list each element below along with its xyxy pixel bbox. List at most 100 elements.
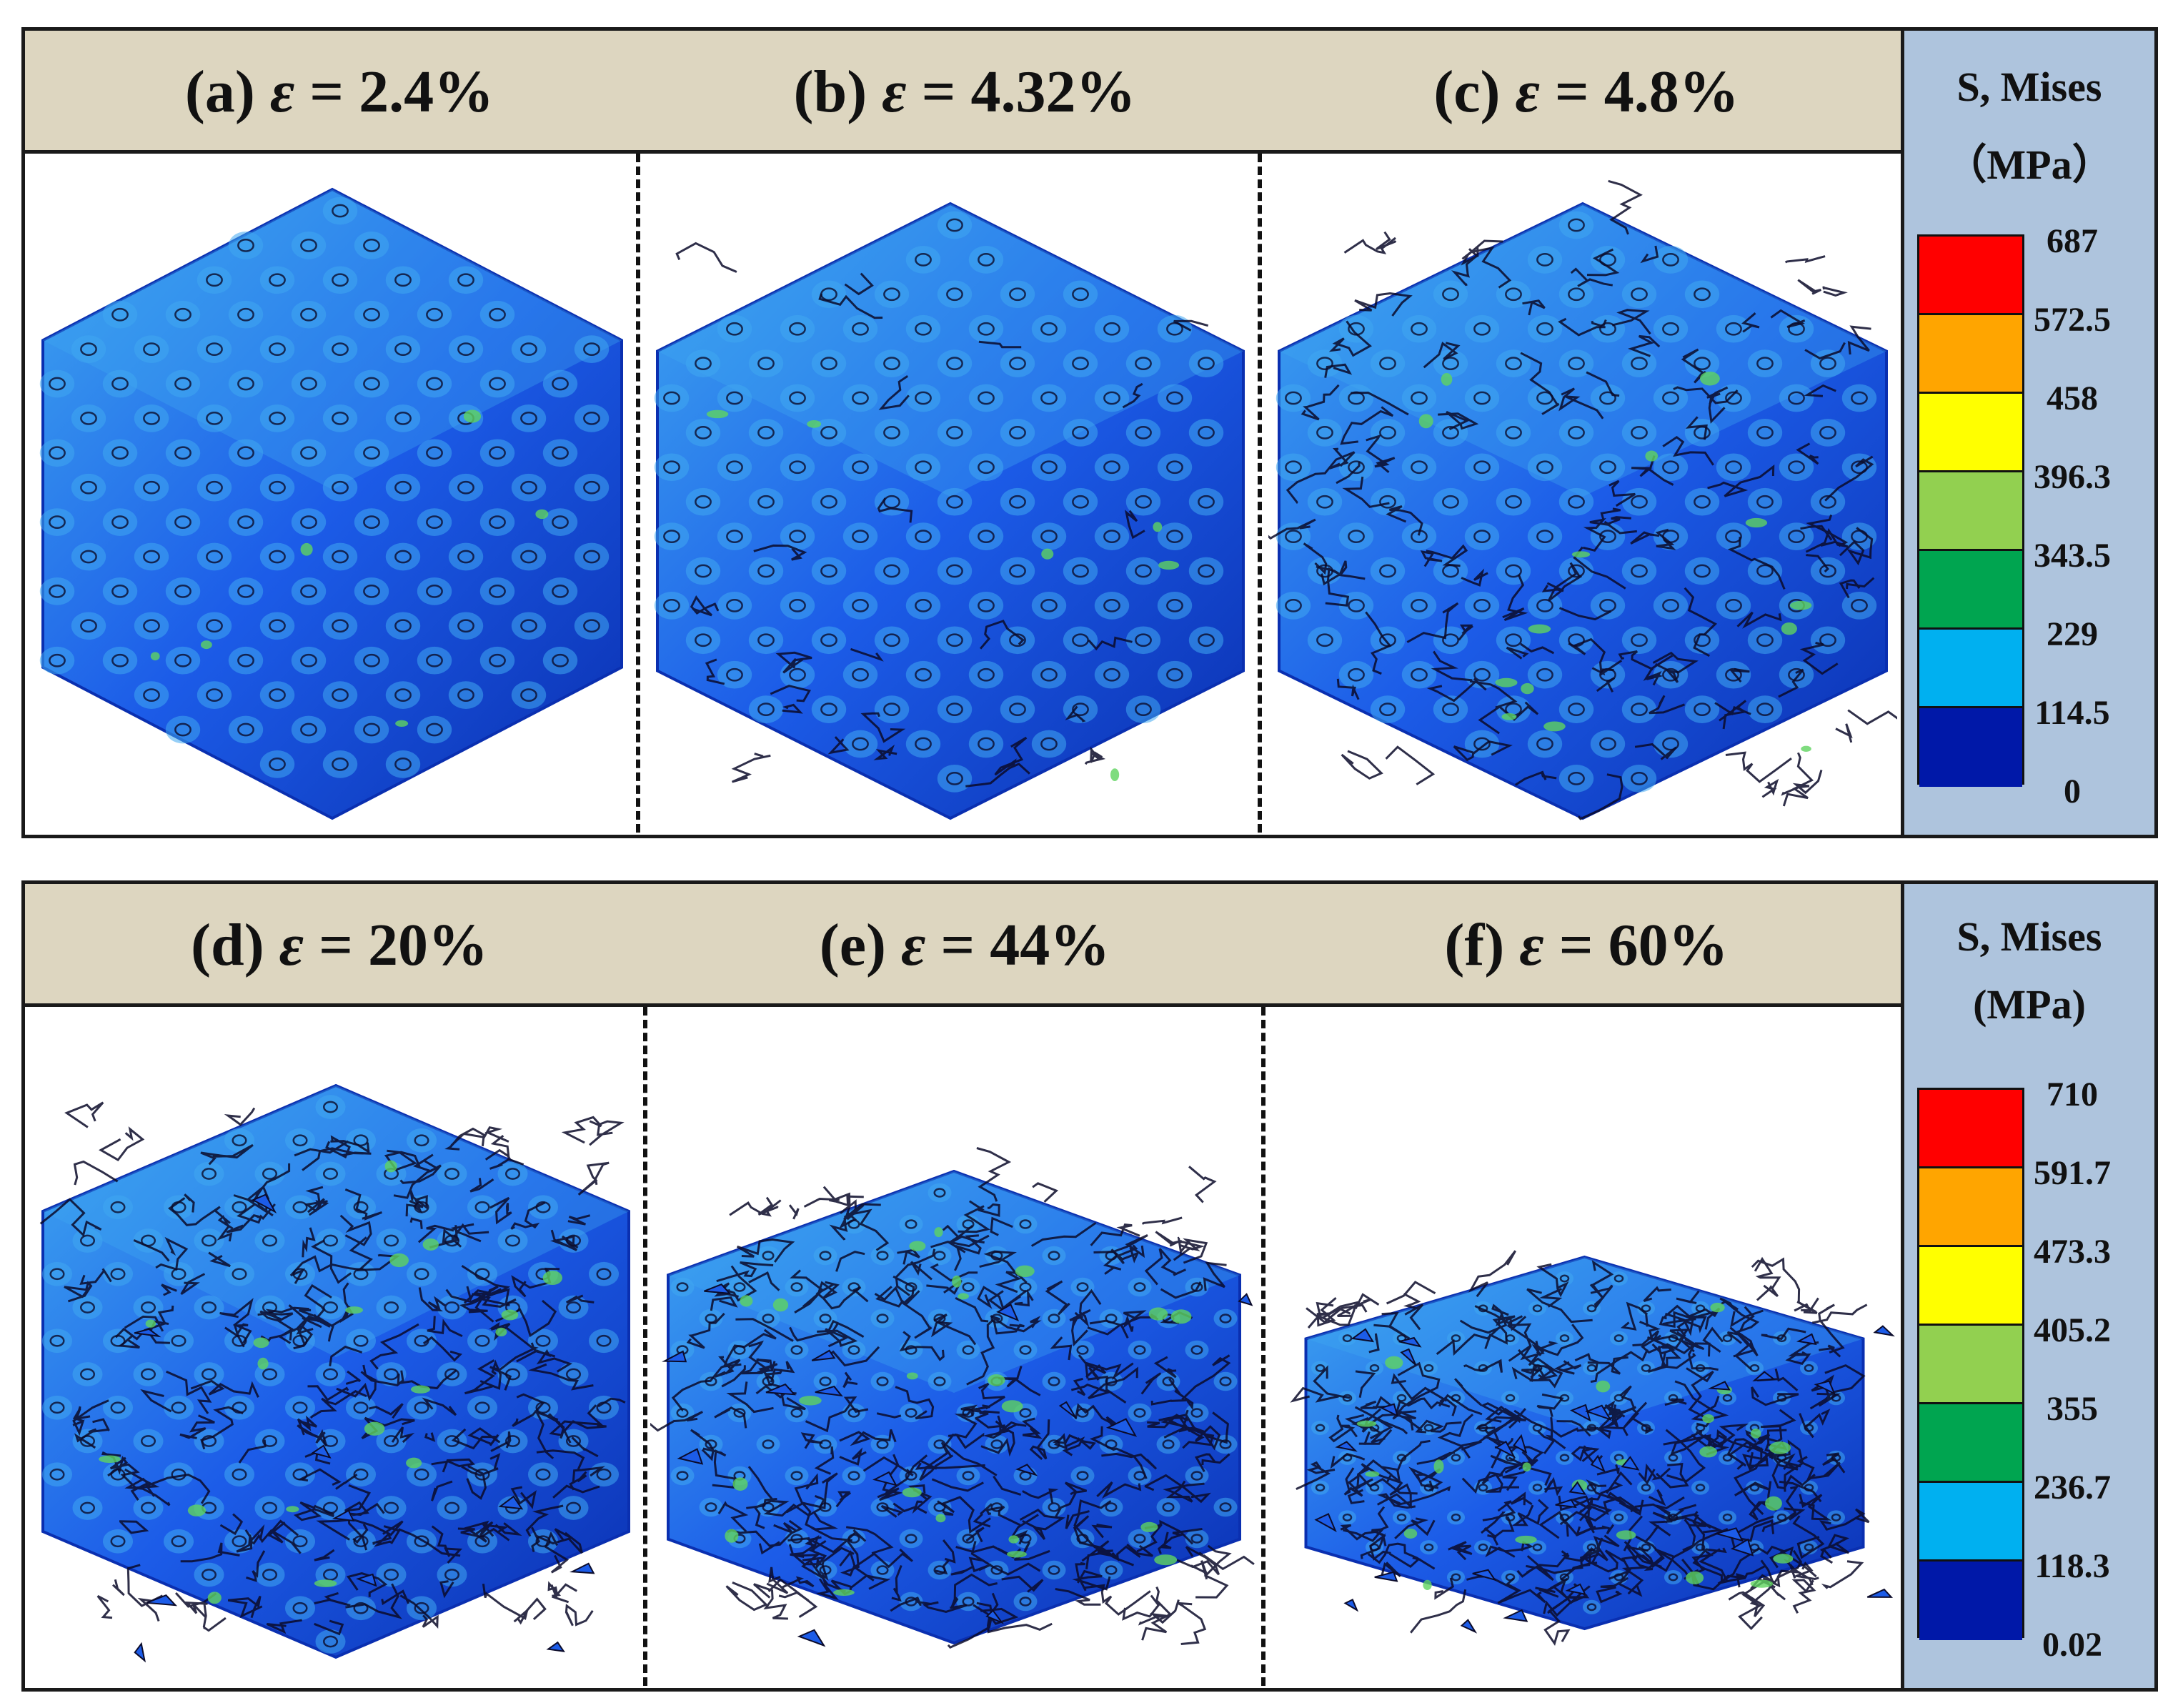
stress-hotspot [384, 1160, 397, 1173]
debris-fragment [1708, 1381, 1731, 1391]
debris-fragment [1713, 1527, 1744, 1542]
stress-hotspot [1356, 1420, 1377, 1427]
lattice-nodes [654, 211, 1224, 793]
debris-fragment [1351, 1328, 1375, 1343]
stress-hotspot [732, 1477, 748, 1491]
stress-hotspot [300, 542, 313, 556]
debris-fragment [1335, 1441, 1358, 1452]
colorbar-tick-label: 355 [2047, 1390, 2098, 1428]
debris-fragment [546, 1641, 565, 1652]
stress-hotspot [988, 1374, 1005, 1386]
title-b: (b) ε = 4.32% [793, 59, 1136, 125]
debris-fragment [1238, 1293, 1253, 1306]
top-header-band: (a) ε = 2.4% (b) ε = 4.32% (c) ε = 4.8% [25, 31, 1904, 154]
top-legend: S, Mises （MPa） 687 572.5 458 396.3 343.5 229 1… [1901, 31, 2154, 835]
stress-hotspot [1750, 1429, 1761, 1439]
colorbar-tick-label: 236.7 [2034, 1469, 2111, 1506]
debris-fragment [570, 1562, 595, 1574]
debris-fragment [765, 1383, 796, 1396]
colorbar-tick-label: 118.3 [2034, 1547, 2110, 1585]
bottom-legend: S, Mises (MPa) 710 591.7 473.3 405.2 355 236.… [1901, 884, 2154, 1688]
stress-hotspot [1153, 522, 1163, 532]
debris-fragment [332, 1509, 355, 1522]
lattice-render-e [650, 1147, 1255, 1649]
legend-unit-bottom: (MPa) [1973, 981, 2086, 1028]
top-row: (a) ε = 2.4% (b) ε = 4.32% (c) ε = 4.8% … [21, 27, 2158, 838]
title-a: (a) ε = 2.4% [184, 59, 494, 125]
debris-fragment [146, 1594, 178, 1607]
stress-hotspot [1515, 1535, 1537, 1544]
debris-fragment [811, 1349, 836, 1361]
colorbar-swatch [1919, 630, 2022, 708]
debris-fragment [1814, 1380, 1836, 1395]
divider-de [643, 1007, 647, 1686]
stress-hotspot [798, 1396, 822, 1406]
crack-lines [675, 242, 1209, 788]
stress-hotspot [1571, 551, 1591, 558]
colorbar-top [1917, 234, 2024, 787]
stress-hotspot [501, 1309, 519, 1321]
debris-fragment [1314, 1513, 1337, 1532]
stress-hotspot [253, 1337, 269, 1349]
title-e: (e) ε = 44% [819, 912, 1110, 978]
title-f: (f) ε = 60% [1444, 912, 1729, 978]
legend-unit-top: （MPa） [1945, 141, 2114, 188]
stress-hotspot [1495, 677, 1518, 687]
stress-hotspot [200, 640, 212, 650]
stress-hotspot [1765, 1496, 1782, 1511]
debris-fragment [1472, 1569, 1497, 1582]
colorbar-tick-label: 473.3 [2034, 1233, 2111, 1271]
stress-hotspot [314, 1579, 337, 1587]
title-d: (d) ε = 20% [191, 912, 488, 978]
stress-hotspot [1686, 1571, 1704, 1584]
legend-title-bottom: S, Mises [1956, 913, 2102, 960]
debris-fragment [1568, 1481, 1586, 1495]
debris-fragment [704, 1283, 732, 1295]
lattice-render-f [1290, 1250, 1895, 1647]
debris-fragment [1730, 1538, 1754, 1556]
crack-lines [39, 1101, 626, 1636]
stress-hotspot [463, 409, 482, 423]
debris-fragment [134, 1642, 146, 1663]
stress-hotspot [772, 1298, 789, 1312]
stress-hotspot [807, 419, 822, 428]
colorbar-swatch [1919, 472, 2022, 551]
colorbar-swatch [1919, 1090, 2022, 1168]
stress-hotspot [1616, 1530, 1636, 1540]
stress-hotspot [1403, 1528, 1418, 1539]
stress-hotspot [1418, 414, 1433, 429]
divider-ef [1261, 1007, 1265, 1686]
stress-hotspot [952, 1275, 962, 1288]
stress-hotspot [1528, 624, 1551, 634]
stress-hotspot [1140, 1521, 1158, 1532]
stress-hotspot [495, 1327, 507, 1337]
lattice-nodes [1276, 211, 1877, 793]
colorbar-swatch [1919, 708, 2022, 787]
stress-hotspot [150, 652, 160, 661]
stress-hotspot [1801, 745, 1811, 753]
bottom-header-band: (d) ε = 20% (e) ε = 44% (f) ε = 60% [25, 884, 1904, 1007]
stress-hotspot [1015, 1265, 1035, 1277]
colorbar-tick-label: 0 [2064, 773, 2081, 810]
stress-hotspot [1699, 1446, 1718, 1458]
debris-fragment [1379, 1403, 1399, 1417]
colorbar-tick-label: 114.5 [2034, 694, 2110, 732]
colorbar-tick-label: 572.5 [2034, 301, 2111, 339]
colorbar-swatch [1919, 551, 2022, 630]
divider-ab [636, 154, 640, 833]
stress-hotspot [1773, 1554, 1794, 1564]
stress-hotspot [410, 1385, 431, 1394]
title-c: (c) ε = 4.8% [1433, 59, 1739, 125]
stress-hotspot [1423, 1579, 1432, 1590]
debris-fragment [311, 1444, 332, 1459]
lattice-render-c [1268, 179, 1897, 820]
stress-hotspot [1769, 1441, 1791, 1454]
stress-hotspot [535, 509, 549, 520]
stress-hotspot [725, 1529, 739, 1543]
stress-hotspot [1006, 1551, 1027, 1558]
colorbar-bottom [1917, 1088, 2024, 1640]
colorbar-tick-label: 687 [2047, 222, 2098, 260]
debris-fragment [1503, 1609, 1528, 1622]
stress-hotspot [286, 1506, 299, 1513]
colorbar-tick-label: 405.2 [2034, 1311, 2111, 1349]
